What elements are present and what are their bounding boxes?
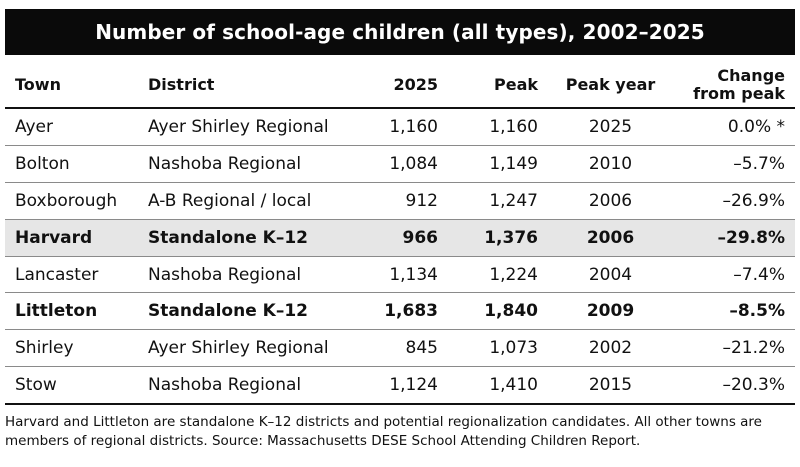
cell-town: Boxborough — [5, 182, 138, 220]
cell-change: –21.2% — [673, 329, 795, 368]
cell-peak-year: 2015 — [548, 366, 673, 406]
cell-peak-year: 2009 — [548, 292, 673, 331]
cell-peak: 1,160 — [448, 108, 548, 146]
cell-peak: 1,410 — [448, 366, 548, 406]
header-peak-year: Peak year — [548, 62, 673, 109]
cell-2025: 1,160 — [373, 108, 448, 146]
table-row: Bolton Nashoba Regional 1,084 1,149 2010 –5.7… — [5, 145, 795, 183]
table-row: Harvard Standalone K–12 966 1,376 2006 –29.8% — [5, 219, 795, 257]
header-2025: 2025 — [373, 62, 448, 109]
cell-2025: 1,124 — [373, 366, 448, 406]
cell-town: Littleton — [5, 292, 138, 331]
cell-district: A-B Regional / local — [138, 182, 373, 220]
cell-change: 0.0% * — [673, 108, 795, 146]
data-table: Town District 2025 Peak Peak year Change… — [5, 62, 795, 406]
cell-town: Harvard — [5, 219, 138, 257]
table-row: Boxborough A-B Regional / local 912 1,247 20… — [5, 182, 795, 220]
cell-district: Nashoba Regional — [138, 145, 373, 183]
cell-change: –8.5% — [673, 292, 795, 331]
cell-change: –26.9% — [673, 182, 795, 220]
cell-town: Shirley — [5, 329, 138, 368]
cell-peak: 1,073 — [448, 329, 548, 368]
table-title: Number of school-age children (all types… — [5, 9, 795, 55]
cell-peak: 1,247 — [448, 182, 548, 220]
cell-change: –29.8% — [673, 219, 795, 257]
cell-peak-year: 2006 — [548, 219, 673, 257]
cell-district: Standalone K–12 — [138, 219, 373, 257]
cell-town: Stow — [5, 366, 138, 406]
cell-district: Ayer Shirley Regional — [138, 108, 373, 146]
table-row: Littleton Standalone K–12 1,683 1,840 2009 –8… — [5, 292, 795, 331]
cell-peak-year: 2004 — [548, 256, 673, 294]
cell-peak: 1,224 — [448, 256, 548, 294]
cell-town: Lancaster — [5, 256, 138, 294]
header-peak: Peak — [448, 62, 548, 109]
footnote: Harvard and Littleton are standalone K–1… — [5, 414, 762, 449]
cell-2025: 1,134 — [373, 256, 448, 294]
cell-peak: 1,376 — [448, 219, 548, 257]
cell-2025: 845 — [373, 329, 448, 368]
header-town: Town — [5, 62, 138, 109]
cell-peak-year: 2006 — [548, 182, 673, 220]
header-district: District — [138, 62, 373, 109]
cell-peak: 1,840 — [448, 292, 548, 331]
cell-change: –5.7% — [673, 145, 795, 183]
cell-change: –20.3% — [673, 366, 795, 406]
cell-2025: 966 — [373, 219, 448, 257]
table-row: Shirley Ayer Shirley Regional 845 1,073 2002… — [5, 329, 795, 368]
cell-district: Ayer Shirley Regional — [138, 329, 373, 368]
cell-peak: 1,149 — [448, 145, 548, 183]
cell-2025: 912 — [373, 182, 448, 220]
cell-district: Nashoba Regional — [138, 366, 373, 406]
cell-2025: 1,084 — [373, 145, 448, 183]
cell-peak-year: 2002 — [548, 329, 673, 368]
header-row: Town District 2025 Peak Peak year Change… — [5, 62, 795, 109]
table-row: Stow Nashoba Regional 1,124 1,410 2015 –20.3% — [5, 366, 795, 406]
cell-peak-year: 2025 — [548, 108, 673, 146]
table-row: Ayer Ayer Shirley Regional 1,160 1,160 2025 0… — [5, 108, 795, 146]
cell-district: Nashoba Regional — [138, 256, 373, 294]
cell-town: Bolton — [5, 145, 138, 183]
cell-district: Standalone K–12 — [138, 292, 373, 331]
cell-change: –7.4% — [673, 256, 795, 294]
cell-peak-year: 2010 — [548, 145, 673, 183]
cell-town: Ayer — [5, 108, 138, 146]
header-change-from-peak: Change from peak — [673, 62, 795, 109]
cell-2025: 1,683 — [373, 292, 448, 331]
table-row: Lancaster Nashoba Regional 1,134 1,224 2004–… — [5, 256, 795, 294]
